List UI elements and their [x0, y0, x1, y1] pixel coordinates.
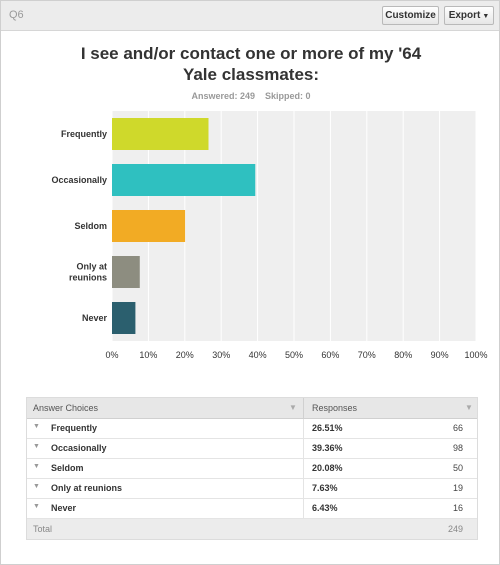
bar-seldom[interactable] [112, 210, 186, 242]
answered-count: Answered: 249 [191, 91, 255, 101]
expand-arrow-icon[interactable]: ▼ [33, 443, 40, 450]
caret-down-icon: ▼ [482, 13, 490, 20]
x-tick-label: 20% [176, 350, 194, 360]
answer-choice-label: Never [51, 503, 77, 513]
expand-arrow-icon[interactable]: ▼ [33, 503, 40, 510]
table-row[interactable]: ▼ Only at reunions 7.63% 19 [27, 479, 477, 499]
expand-arrow-icon[interactable]: ▼ [33, 423, 40, 430]
response-count: 98 [452, 443, 463, 453]
answer-choice-label: Frequently [51, 423, 98, 433]
answer-choice-label: Seldom [51, 463, 84, 473]
customize-button-label: Customize [385, 10, 436, 21]
answer-choice-label: Only at reunions [51, 483, 123, 493]
table-row[interactable]: ▼ Never 6.43% 16 [27, 499, 477, 519]
x-tick-label: 50% [285, 350, 303, 360]
x-tick-label: 10% [139, 350, 157, 360]
bar-never[interactable] [112, 302, 136, 334]
bar-only-at-reunions[interactable] [112, 256, 140, 288]
response-percent: 39.36% [312, 443, 343, 453]
export-button[interactable]: Export ▼ [444, 6, 494, 25]
x-tick-label: 70% [358, 350, 376, 360]
category-label: Never [82, 313, 108, 323]
table-header: Answer Choices ▼ Responses ▼ [27, 398, 477, 419]
response-summary: Answered: 249 Skipped: 0 [1, 91, 500, 101]
answer-choice-label: Occasionally [51, 443, 107, 453]
bar-occasionally[interactable] [112, 164, 256, 196]
category-label: Occasionally [51, 175, 107, 185]
header-responses[interactable]: Responses [312, 403, 358, 413]
response-percent: 26.51% [312, 423, 343, 433]
question-title-line-1: I see and/or contact one or more of my '… [80, 44, 422, 63]
response-percent: 7.63% [312, 483, 338, 493]
total-label: Total [33, 524, 53, 534]
x-tick-label: 30% [212, 350, 230, 360]
response-count: 16 [452, 503, 463, 513]
x-tick-label: 100% [464, 350, 487, 360]
question-toolbar: Q6 Customize Export ▼ [1, 1, 499, 31]
bar-frequently[interactable] [112, 118, 209, 150]
sort-icon[interactable]: ▼ [465, 403, 473, 412]
table-row[interactable]: ▼ Frequently 26.51% 66 [27, 419, 477, 439]
export-button-label: Export [448, 10, 481, 21]
category-label: Only at reunions [69, 262, 107, 283]
responses-table: Answer Choices ▼ Responses ▼ ▼ Frequently… [26, 397, 478, 540]
category-label: Frequently [61, 129, 107, 139]
bar-chart: 0% 10% 20% 30% 40% 50% 60% 70% 80% 90% 100% Frequen… [51, 111, 488, 360]
response-percent: 6.43% [312, 503, 338, 513]
total-count: 249 [447, 524, 463, 534]
sort-icon[interactable]: ▼ [289, 403, 297, 412]
x-tick-label: 90% [431, 350, 449, 360]
response-count: 50 [452, 463, 463, 473]
skipped-count: Skipped: 0 [265, 91, 311, 101]
expand-arrow-icon[interactable]: ▼ [33, 463, 40, 470]
x-tick-label: 0% [105, 350, 118, 360]
x-tick-label: 60% [321, 350, 339, 360]
x-tick-label: 80% [394, 350, 412, 360]
category-label: Seldom [74, 221, 107, 231]
table-row[interactable]: ▼ Seldom 20.08% 50 [27, 459, 477, 479]
expand-arrow-icon[interactable]: ▼ [33, 483, 40, 490]
total-row: Total 249 [27, 519, 477, 539]
table-row[interactable]: ▼ Occasionally 39.36% 98 [27, 439, 477, 459]
response-count: 66 [452, 423, 463, 433]
response-percent: 20.08% [312, 463, 343, 473]
x-tick-label: 40% [249, 350, 267, 360]
question-title: I see and/or contact one or more of my '… [61, 43, 441, 85]
customize-button[interactable]: Customize [382, 6, 439, 25]
response-count: 19 [452, 483, 463, 493]
question-number: Q6 [9, 9, 24, 21]
header-answer-choices[interactable]: Answer Choices [33, 403, 99, 413]
question-title-line-2: Yale classmates: [182, 65, 320, 84]
